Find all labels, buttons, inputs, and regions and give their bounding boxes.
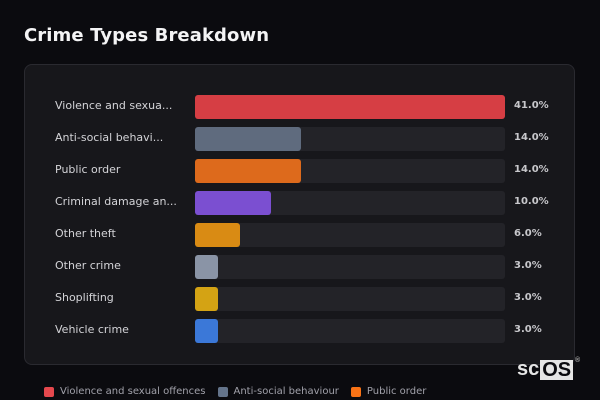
bar-value: 6.0% (514, 228, 542, 239)
bar-row[interactable]: Shoplifting 3.0% (25, 287, 574, 311)
legend-swatch-icon (44, 386, 54, 397)
bar-label: Other crime (55, 259, 121, 272)
bar-label: Vehicle crime (55, 323, 129, 336)
legend-item[interactable]: Violence and sexual offences (44, 386, 206, 397)
bar-value: 3.0% (514, 260, 542, 271)
legend-swatch-icon (217, 386, 228, 397)
legend-label: Violence and sexual offences (60, 386, 206, 397)
bar-track (195, 127, 505, 151)
bar-row[interactable]: Anti-social behavi... 14.0% (25, 127, 574, 151)
bar-fill[interactable] (195, 95, 505, 119)
bar-value: 3.0% (514, 324, 542, 335)
scos-logo: sc OS ® (517, 357, 580, 381)
legend-swatch-icon (350, 386, 361, 397)
bar-label: Public order (55, 163, 121, 176)
bar-track (195, 223, 505, 247)
bar-row[interactable]: Other crime 3.0% (25, 255, 574, 279)
bar-row[interactable]: Violence and sexua... 41.0% (25, 95, 574, 119)
bar-label: Violence and sexua... (55, 99, 173, 112)
bar-value: 14.0% (514, 164, 549, 175)
logo-prefix: sc (517, 358, 540, 380)
legend-label: Public order (366, 386, 427, 397)
chart-legend: Violence and sexual offences Anti-social … (44, 386, 426, 397)
bar-row[interactable]: Other theft 6.0% (25, 223, 574, 247)
bar-fill[interactable] (195, 159, 301, 183)
bar-label: Anti-social behavi... (55, 131, 164, 144)
page-title: Crime Types Breakdown (24, 25, 270, 46)
bar-row[interactable]: Public order 14.0% (25, 159, 574, 183)
bar-label: Shoplifting (55, 291, 114, 304)
bar-row[interactable]: Criminal damage an... 10.0% (25, 191, 574, 215)
bar-label: Criminal damage an... (55, 195, 177, 208)
bar-track (195, 287, 505, 311)
bar-fill[interactable] (195, 255, 218, 279)
bar-fill[interactable] (195, 223, 241, 247)
bar-track (195, 255, 505, 279)
bar-track (195, 159, 505, 183)
bar-value: 10.0% (514, 196, 549, 207)
bar-label: Other theft (55, 227, 116, 240)
logo-boxed: OS (540, 358, 574, 381)
bar-fill[interactable] (195, 287, 218, 311)
bar-fill[interactable] (195, 319, 218, 343)
bar-value: 3.0% (514, 292, 542, 303)
legend-label: Anti-social behaviour (233, 386, 339, 397)
bar-fill[interactable] (195, 191, 271, 215)
bar-track (195, 191, 505, 215)
chart-card: Violence and sexua... 41.0% Anti-social be… (24, 64, 575, 365)
bar-value: 41.0% (514, 100, 549, 111)
bar-row[interactable]: Vehicle crime 3.0% (25, 319, 574, 343)
bar-track (195, 95, 505, 119)
bar-value: 14.0% (514, 132, 549, 143)
bar-track (195, 319, 505, 343)
registered-mark: ® (574, 357, 581, 364)
bar-fill[interactable] (195, 127, 301, 151)
legend-item[interactable]: Anti-social behaviour (217, 386, 339, 397)
legend-item[interactable]: Public order (350, 386, 427, 397)
